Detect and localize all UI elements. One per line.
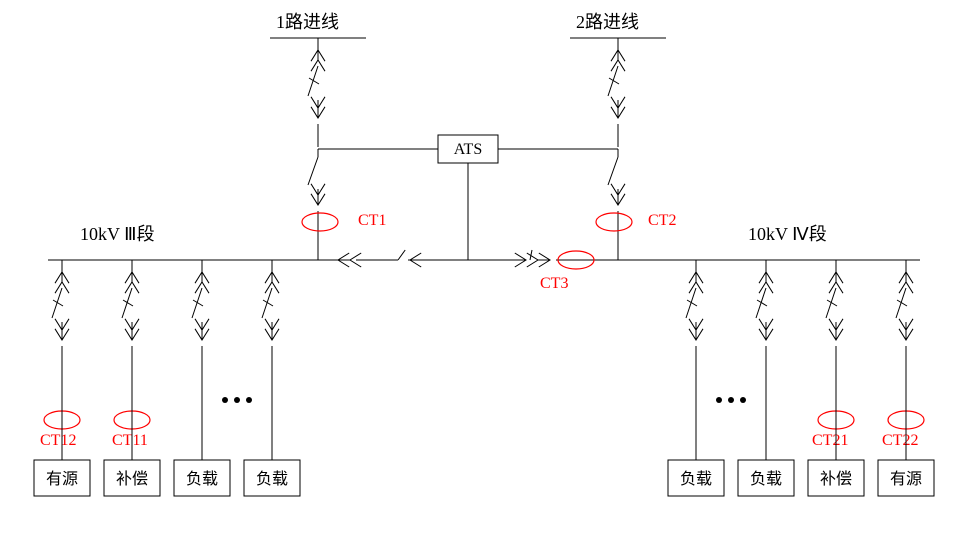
feeder-box-label: 补偿	[116, 470, 148, 488]
label-bus-left: 10kV Ⅲ段	[80, 224, 155, 244]
ct-label-ct11: CT11	[112, 432, 148, 449]
ct-label-ct22: CT22	[882, 432, 918, 449]
label-incoming-1: 1路进线	[276, 12, 339, 32]
ellipsis-dot	[246, 397, 252, 403]
ct-label-ct21: CT21	[812, 432, 848, 449]
ct-label-ct2: CT2	[648, 212, 676, 229]
ellipsis-dot	[716, 397, 722, 403]
feeder-box-label: 补偿	[820, 470, 852, 488]
feeder-box-label: 负载	[256, 470, 288, 488]
ats-label: ATS	[454, 141, 482, 158]
feeder-box-label: 负载	[680, 470, 712, 488]
ellipsis-dot	[728, 397, 734, 403]
ellipsis-dot	[740, 397, 746, 403]
ellipsis-dot	[222, 397, 228, 403]
feeder-box-label: 负载	[186, 470, 218, 488]
ellipsis-dot	[234, 397, 240, 403]
feeder-box-label: 负载	[750, 470, 782, 488]
single-line-diagram: 1路进线 2路进线 ATS 10kV Ⅲ段 10kV Ⅳ段 CT1 CT2 CT3 CT12 CT…	[0, 0, 961, 555]
label-bus-right: 10kV Ⅳ段	[748, 224, 827, 244]
ct-label-ct3: CT3	[540, 275, 568, 292]
ct-label-ct12: CT12	[40, 432, 76, 449]
feeder-box-label: 有源	[890, 470, 922, 488]
label-incoming-2: 2路进线	[576, 12, 639, 32]
feeder-box-label: 有源	[46, 470, 78, 488]
ct-label-ct1: CT1	[358, 212, 386, 229]
